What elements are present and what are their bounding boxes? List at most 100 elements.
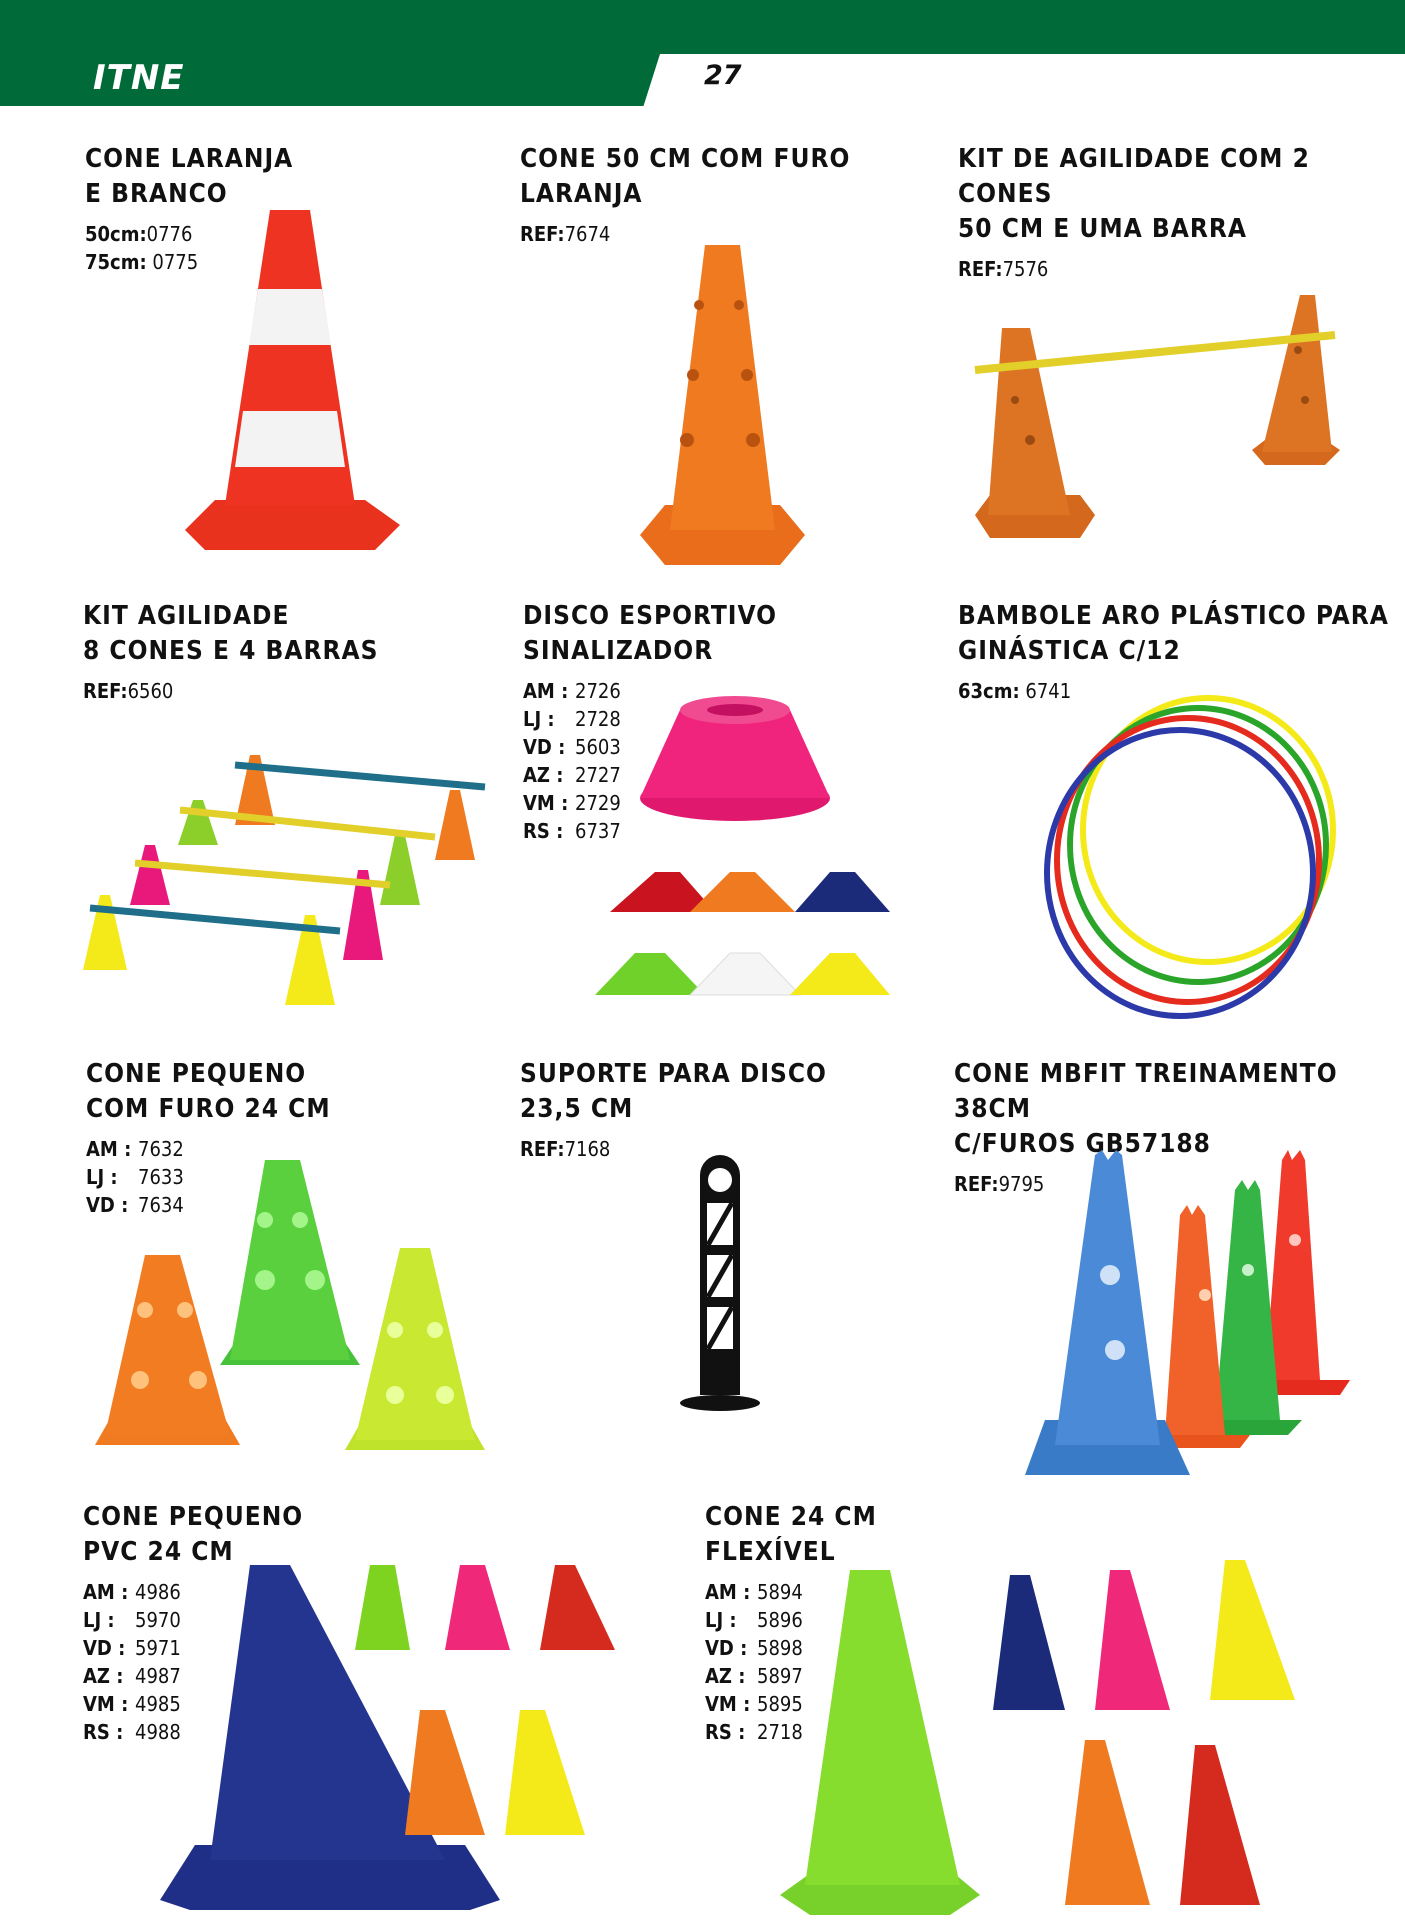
code-key: VD : bbox=[83, 1636, 126, 1660]
code-key: 63cm: bbox=[958, 679, 1020, 703]
product-kit-agilidade-8-cones: KIT AGILIDADE 8 CONES E 4 BARRAS REF:656… bbox=[83, 599, 378, 705]
code-value: 2727 bbox=[575, 763, 621, 787]
code-key: AZ : bbox=[705, 1664, 746, 1688]
disc-markers-image bbox=[595, 696, 890, 996]
code-value: 2726 bbox=[575, 679, 621, 703]
product-title: CONE 24 CM FLEXÍVEL bbox=[705, 1502, 877, 1567]
code-value: 5898 bbox=[757, 1636, 803, 1660]
code-key: RS : bbox=[83, 1720, 124, 1744]
code-row: AZ : 4987 bbox=[83, 1662, 303, 1690]
code-row: VM :4985 bbox=[83, 1690, 303, 1718]
flexible-cones-image bbox=[780, 1560, 1295, 1915]
code-key: REF: bbox=[954, 1172, 999, 1196]
cone-orange-white-image bbox=[185, 210, 400, 550]
product-title: KIT AGILIDADE 8 CONES E 4 BARRAS bbox=[83, 601, 379, 666]
code-key: RS : bbox=[523, 819, 564, 843]
code-value: 2728 bbox=[575, 707, 621, 731]
code-value: 5603 bbox=[575, 735, 621, 759]
hula-hoops-image bbox=[1044, 695, 1336, 1019]
code-value: 5970 bbox=[135, 1608, 181, 1632]
code-row: AM :2726 bbox=[523, 677, 777, 705]
code-key: VM : bbox=[705, 1692, 751, 1716]
code-row: REF:7674 bbox=[520, 220, 850, 248]
agility-kit-2-cones-image bbox=[974, 295, 1340, 538]
code-key: REF: bbox=[520, 222, 565, 246]
code-row: RS : 4988 bbox=[83, 1718, 303, 1746]
code-key: REF: bbox=[520, 1137, 565, 1161]
code-row: AM :7632 bbox=[86, 1135, 331, 1163]
code-value: 4987 bbox=[135, 1664, 181, 1688]
product-title: KIT DE AGILIDADE COM 2 CONES 50 CM E UMA… bbox=[958, 144, 1310, 244]
product-disco-esportivo: DISCO ESPORTIVO SINALIZADOR AM :2726 LJ … bbox=[523, 599, 777, 845]
code-value: 7632 bbox=[138, 1137, 184, 1161]
code-key: REF: bbox=[83, 679, 128, 703]
code-key: AM : bbox=[83, 1580, 129, 1604]
code-row: RS : 6737 bbox=[523, 817, 777, 845]
code-row: VD : 5971 bbox=[83, 1634, 303, 1662]
code-value: 7674 bbox=[564, 222, 611, 246]
product-cone-pequeno-pvc: CONE PEQUENO PVC 24 CM AM :4986 LJ : 5970… bbox=[83, 1500, 303, 1746]
code-row: REF:7576 bbox=[958, 255, 1405, 283]
code-row: AM :5894 bbox=[705, 1578, 877, 1606]
product-cone-mbfit: CONE MBFIT TREINAMENTO 38CM C/FUROS GB57… bbox=[954, 1057, 1405, 1198]
product-cone-pequeno-furo: CONE PEQUENO COM FURO 24 CM AM :7632 LJ … bbox=[86, 1057, 331, 1219]
agility-kit-8-cones-image bbox=[83, 755, 486, 1005]
product-title: BAMBOLE ARO PLÁSTICO PARA GINÁSTICA C/12 bbox=[958, 601, 1389, 666]
code-row: REF:7168 bbox=[520, 1135, 827, 1163]
code-row: RS : 2718 bbox=[705, 1718, 877, 1746]
code-value: 5895 bbox=[757, 1692, 803, 1716]
code-key: VM : bbox=[83, 1692, 129, 1716]
code-row: AZ : 2727 bbox=[523, 761, 777, 789]
product-title: CONE 50 CM COM FURO LARANJA bbox=[520, 144, 851, 209]
product-title: CONE PEQUENO PVC 24 CM bbox=[83, 1502, 304, 1567]
code-value: 5894 bbox=[757, 1580, 803, 1604]
product-title: DISCO ESPORTIVO SINALIZADOR bbox=[523, 601, 778, 666]
code-row: REF:6560 bbox=[83, 677, 378, 705]
code-key: AM : bbox=[86, 1137, 132, 1161]
pvc-cones-image bbox=[160, 1565, 615, 1910]
code-row: REF:9795 bbox=[954, 1170, 1405, 1198]
code-key: LJ : bbox=[83, 1608, 115, 1632]
mbfit-cones-image bbox=[1025, 1150, 1350, 1475]
code-value: 0775 bbox=[152, 250, 199, 274]
code-row: LJ : 7633 bbox=[86, 1163, 331, 1191]
code-row: AZ : 5897 bbox=[705, 1662, 877, 1690]
product-bambole: BAMBOLE ARO PLÁSTICO PARA GINÁSTICA C/12… bbox=[958, 599, 1389, 705]
brand-logo: ITNE bbox=[93, 58, 185, 98]
cone-orange-holes-image bbox=[640, 245, 805, 565]
code-key: AZ : bbox=[83, 1664, 124, 1688]
code-key: AZ : bbox=[523, 763, 564, 787]
code-row: VD : 7634 bbox=[86, 1191, 331, 1219]
product-cone-50cm-furo: CONE 50 CM COM FURO LARANJA REF:7674 bbox=[520, 142, 850, 248]
code-value: 0776 bbox=[146, 222, 193, 246]
code-key: 75cm: bbox=[85, 250, 147, 274]
code-key: RS : bbox=[705, 1720, 746, 1744]
code-row: 50cm:0776 bbox=[85, 220, 293, 248]
code-value: 7634 bbox=[138, 1193, 184, 1217]
code-value: 6560 bbox=[127, 679, 174, 703]
product-title: CONE MBFIT TREINAMENTO 38CM C/FUROS GB57… bbox=[954, 1059, 1338, 1159]
product-title: CONE LARANJA E BRANCO bbox=[85, 144, 294, 209]
code-row: VD : 5898 bbox=[705, 1634, 877, 1662]
header-tab bbox=[0, 54, 660, 106]
product-cone-flexivel: CONE 24 CM FLEXÍVEL AM :5894 LJ : 5896 VD… bbox=[705, 1500, 877, 1746]
header-bar bbox=[0, 0, 1405, 54]
page-number: 27 bbox=[704, 60, 742, 91]
code-key: REF: bbox=[958, 257, 1003, 281]
code-key: VD : bbox=[705, 1636, 748, 1660]
code-row: VM :2729 bbox=[523, 789, 777, 817]
product-kit-agilidade-2-cones: KIT DE AGILIDADE COM 2 CONES 50 CM E UMA… bbox=[958, 142, 1405, 283]
code-key: LJ : bbox=[523, 707, 555, 731]
code-row: LJ : 5896 bbox=[705, 1606, 877, 1634]
code-value: 7633 bbox=[138, 1165, 184, 1189]
code-value: 7168 bbox=[564, 1137, 611, 1161]
code-value: 4988 bbox=[135, 1720, 181, 1744]
product-title: SUPORTE PARA DISCO 23,5 CM bbox=[520, 1059, 827, 1124]
code-row: 63cm: 6741 bbox=[958, 677, 1389, 705]
product-title: CONE PEQUENO COM FURO 24 CM bbox=[86, 1059, 331, 1124]
code-row: LJ : 2728 bbox=[523, 705, 777, 733]
code-value: 2718 bbox=[757, 1720, 803, 1744]
code-row: 75cm: 0775 bbox=[85, 248, 293, 276]
code-value: 9795 bbox=[998, 1172, 1045, 1196]
code-value: 6737 bbox=[575, 819, 621, 843]
